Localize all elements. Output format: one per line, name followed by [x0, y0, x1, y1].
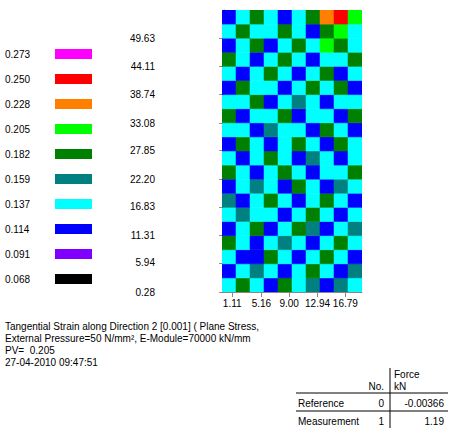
svg-text:Force: Force	[394, 369, 420, 380]
svg-text:12.94: 12.94	[305, 298, 330, 309]
svg-text:0.068: 0.068	[5, 274, 30, 285]
svg-text:0.137: 0.137	[5, 199, 30, 210]
svg-text:-0.00366: -0.00366	[405, 398, 445, 409]
svg-text:33.08: 33.08	[130, 118, 155, 129]
svg-text:1: 1	[378, 416, 384, 427]
svg-text:27-04-2010 09:47:51: 27-04-2010 09:47:51	[5, 357, 98, 368]
svg-text:38.74: 38.74	[130, 89, 155, 100]
svg-text:5.16: 5.16	[252, 298, 272, 309]
svg-text:PV= 0.205: PV= 0.205	[5, 345, 55, 356]
svg-text:Measurement: Measurement	[298, 416, 359, 427]
svg-text:0.114: 0.114	[5, 224, 30, 235]
svg-text:kN: kN	[394, 381, 406, 392]
svg-text:22.20: 22.20	[130, 174, 155, 185]
svg-text:0.28: 0.28	[136, 287, 156, 298]
svg-text:16.83: 16.83	[130, 201, 155, 212]
svg-text:0.091: 0.091	[5, 249, 30, 260]
svg-text:1.19: 1.19	[425, 416, 445, 427]
svg-text:0.205: 0.205	[5, 124, 30, 135]
svg-text:No.: No.	[368, 381, 384, 392]
svg-text:0.273: 0.273	[5, 49, 30, 60]
svg-text:1.11: 1.11	[223, 298, 242, 309]
svg-text:16.79: 16.79	[333, 298, 358, 309]
svg-text:External Pressure=50 N/mm², E-: External Pressure=50 N/mm², E-Module=700…	[5, 333, 251, 344]
svg-text:27.85: 27.85	[130, 145, 155, 156]
svg-text:0.228: 0.228	[5, 99, 30, 110]
svg-text:49.63: 49.63	[130, 33, 155, 44]
svg-text:0.182: 0.182	[5, 149, 30, 160]
svg-text:Reference: Reference	[298, 398, 345, 409]
svg-text:11.31: 11.31	[131, 230, 156, 241]
svg-text:5.94: 5.94	[136, 257, 156, 268]
svg-text:9.00: 9.00	[279, 298, 299, 309]
svg-text:0: 0	[378, 398, 384, 409]
svg-text:0.159: 0.159	[5, 174, 30, 185]
svg-text:0.250: 0.250	[5, 74, 30, 85]
svg-text:44.11: 44.11	[131, 61, 156, 72]
svg-text:Tangential Strain along Direct: Tangential Strain along Direction 2 [0.0…	[5, 321, 259, 332]
